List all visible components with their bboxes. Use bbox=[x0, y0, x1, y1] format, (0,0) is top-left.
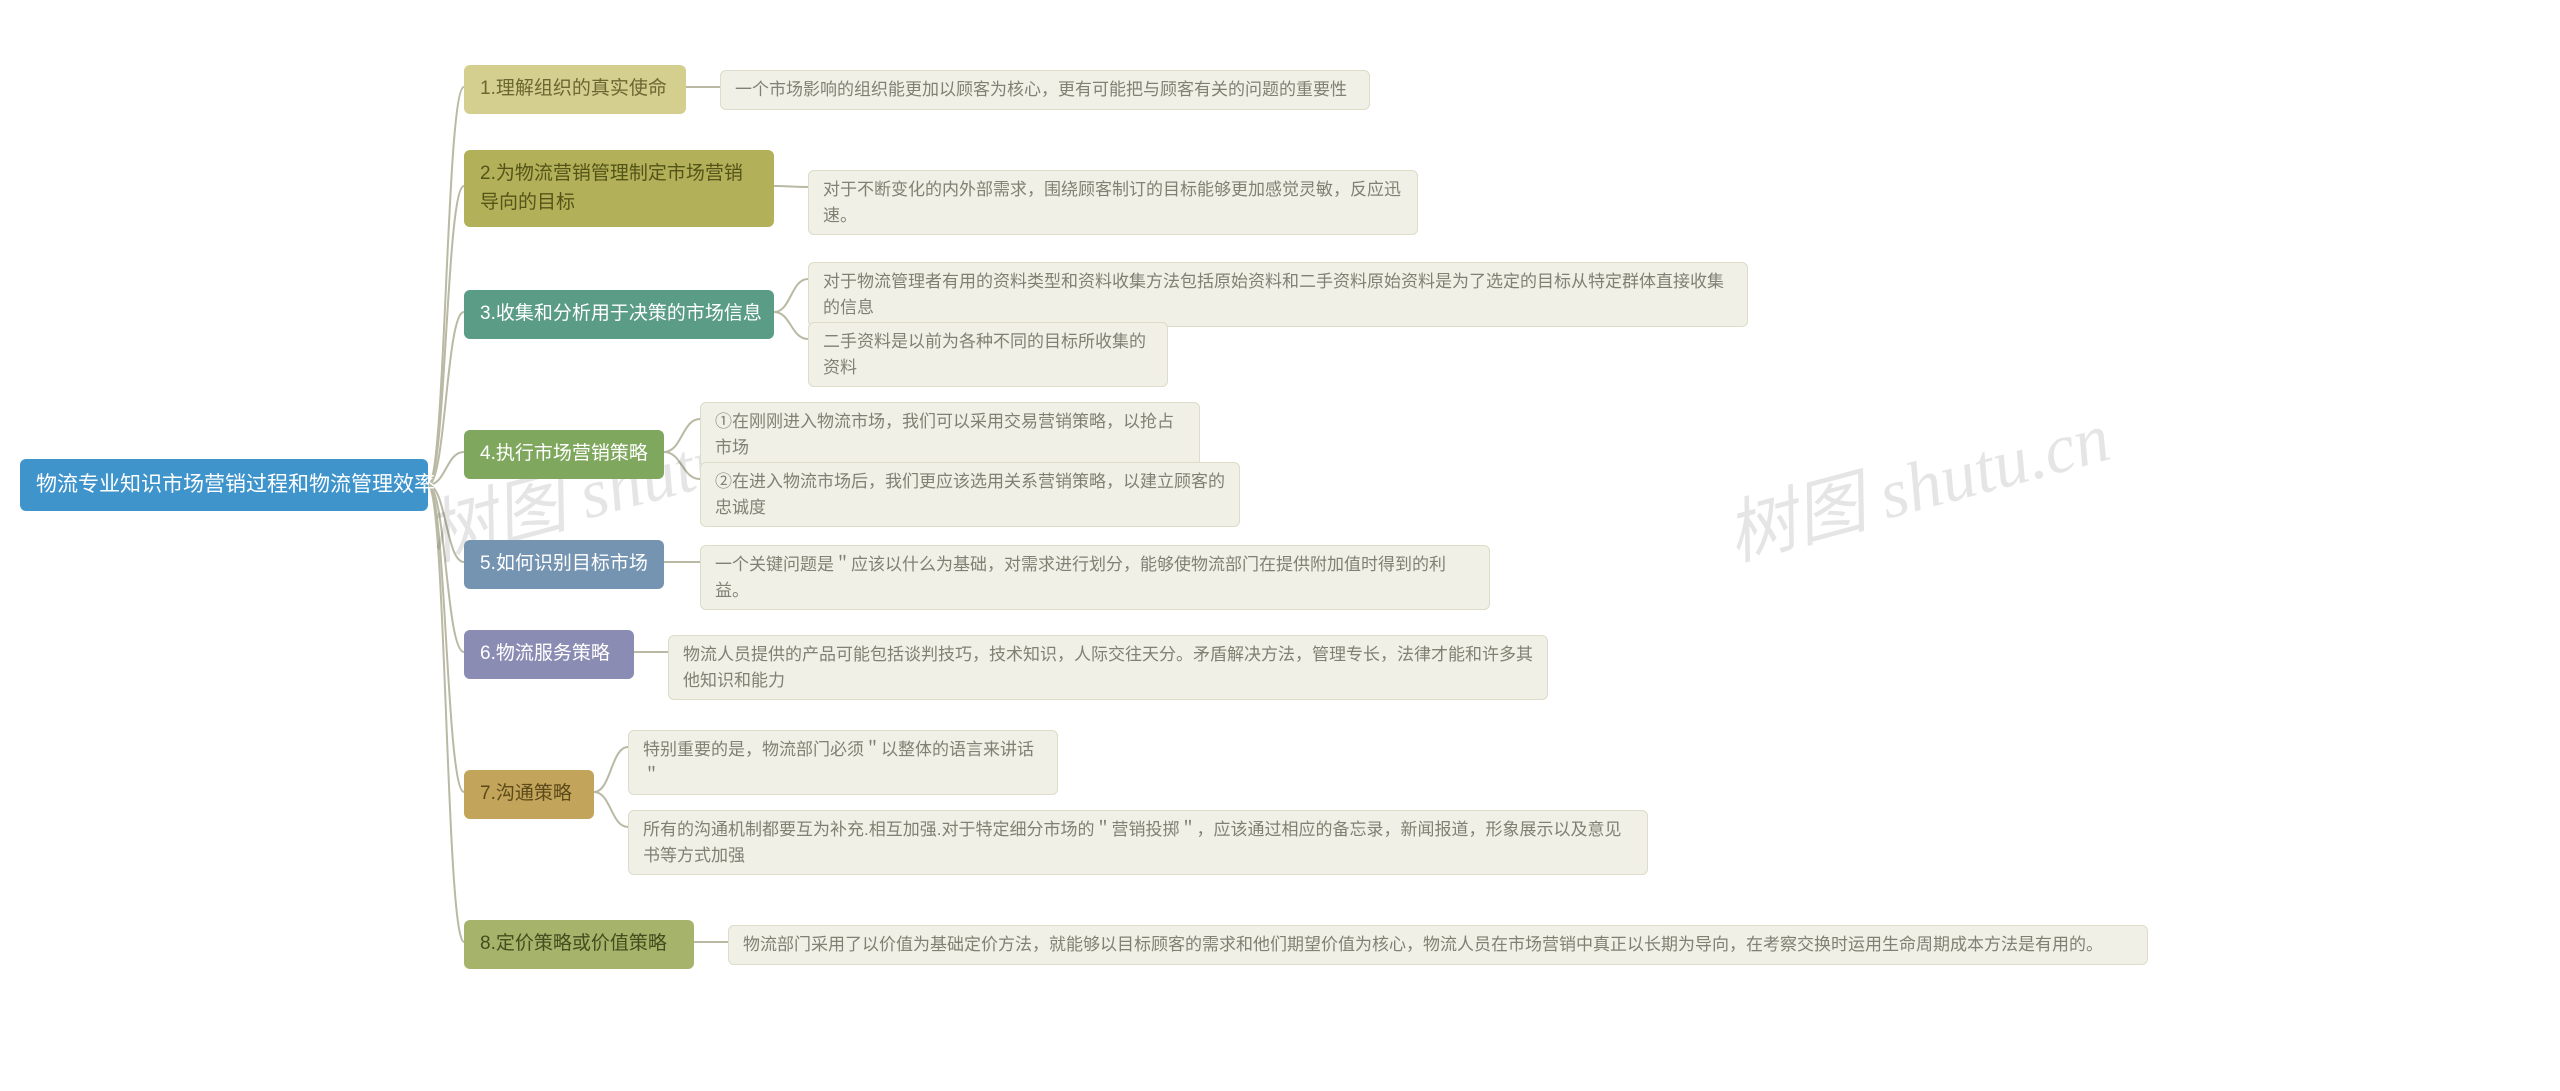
leaf-4-1[interactable]: ②在进入物流市场后，我们更应该选用关系营销策略，以建立顾客的忠诚度 bbox=[700, 462, 1240, 527]
leaf-7-1[interactable]: 所有的沟通机制都要互为补充.相互加强.对于特定细分市场的＂营销投掷＂，应该通过相… bbox=[628, 810, 1648, 875]
leaf-1-0[interactable]: 一个市场影响的组织能更加以顾客为核心，更有可能把与顾客有关的问题的重要性 bbox=[720, 70, 1370, 110]
leaf-8-0[interactable]: 物流部门采用了以价值为基础定价方法，就能够以目标顾客的需求和他们期望价值为核心，… bbox=[728, 925, 2148, 965]
branch-4[interactable]: 4.执行市场营销策略 bbox=[464, 430, 664, 479]
branch-5[interactable]: 5.如何识别目标市场 bbox=[464, 540, 664, 589]
leaf-3-0[interactable]: 对于物流管理者有用的资料类型和资料收集方法包括原始资料和二手资料原始资料是为了选… bbox=[808, 262, 1748, 327]
branch-7[interactable]: 7.沟通策略 bbox=[464, 770, 594, 819]
mindmap-root[interactable]: 物流专业知识市场营销过程和物流管理效率 bbox=[20, 459, 428, 511]
leaf-2-0[interactable]: 对于不断变化的内外部需求，围绕顾客制订的目标能够更加感觉灵敏，反应迅速。 bbox=[808, 170, 1418, 235]
leaf-7-0[interactable]: 特别重要的是，物流部门必须＂以整体的语言来讲话＂ bbox=[628, 730, 1058, 795]
branch-3[interactable]: 3.收集和分析用于决策的市场信息 bbox=[464, 290, 774, 339]
leaf-6-0[interactable]: 物流人员提供的产品可能包括谈判技巧，技术知识，人际交往天分。矛盾解决方法，管理专… bbox=[668, 635, 1548, 700]
branch-8[interactable]: 8.定价策略或价值策略 bbox=[464, 920, 694, 969]
watermark-right: 树图 shutu.cn bbox=[1714, 381, 2120, 580]
leaf-3-1[interactable]: 二手资料是以前为各种不同的目标所收集的资料 bbox=[808, 322, 1168, 387]
leaf-4-0[interactable]: ①在刚刚进入物流市场，我们可以采用交易营销策略，以抢占市场 bbox=[700, 402, 1200, 467]
branch-1[interactable]: 1.理解组织的真实使命 bbox=[464, 65, 686, 114]
branch-6[interactable]: 6.物流服务策略 bbox=[464, 630, 634, 679]
leaf-5-0[interactable]: 一个关键问题是＂应该以什么为基础，对需求进行划分，能够使物流部门在提供附加值时得… bbox=[700, 545, 1490, 610]
branch-2[interactable]: 2.为物流营销管理制定市场营销导向的目标 bbox=[464, 150, 774, 227]
